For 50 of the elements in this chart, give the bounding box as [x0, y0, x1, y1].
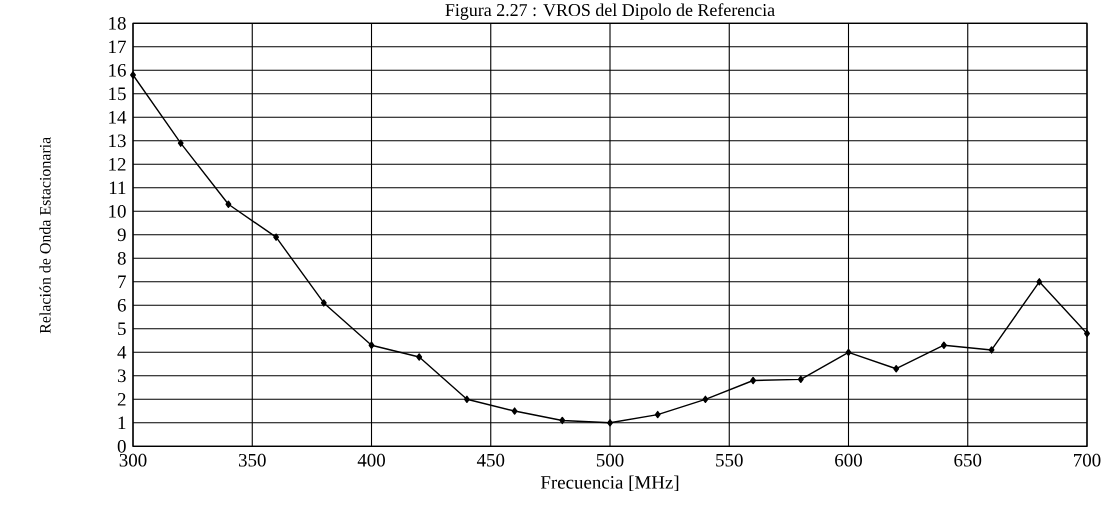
y-tick-label: 12 [109, 157, 126, 171]
y-tick-label: 2 [117, 392, 126, 406]
chart-title: Figura 2.27 : VROS del Dipolo de Referencia [445, 3, 775, 20]
point [463, 395, 470, 403]
point [368, 341, 375, 349]
y-tick-label: 7 [118, 275, 126, 288]
x-tick-label: 650 [954, 453, 982, 467]
y-tick-label: 5 [118, 322, 126, 335]
y-tick-label: 17 [109, 40, 126, 53]
point [988, 346, 995, 354]
y-tick-label: 6 [117, 298, 126, 312]
y-tick-label: 0 [117, 439, 126, 453]
point [702, 395, 709, 403]
y-tick-label: 13 [109, 134, 126, 148]
y-tick-label: 14 [109, 110, 127, 124]
x-tick-label: 700 [1074, 453, 1101, 467]
x-axis-title: Frecuencia [MHz] [540, 475, 679, 491]
y-tick-label: 11 [109, 181, 126, 194]
x-tick-label: 450 [476, 453, 505, 467]
point [750, 376, 757, 385]
point [177, 139, 184, 147]
point [940, 341, 947, 349]
point [797, 375, 804, 383]
y-tick-label: 3 [117, 369, 126, 383]
point [893, 364, 900, 373]
y-tick-label: 8 [117, 251, 126, 265]
y-tick-label: 1 [118, 416, 126, 429]
point [654, 410, 661, 419]
y-tick-label: 9 [117, 228, 126, 242]
x-tick-label: 300 [119, 453, 147, 467]
point [559, 416, 566, 424]
point [320, 299, 327, 307]
x-tick-label: 500 [596, 453, 624, 467]
x-tick-label: 600 [835, 453, 862, 467]
point [416, 353, 423, 361]
y-axis-title: Relación de Onda Estacionaria [39, 136, 51, 334]
y-tick-label: 18 [109, 16, 126, 30]
point [130, 71, 136, 79]
y-tick-label: 10 [109, 204, 126, 218]
point [511, 407, 518, 415]
point [1036, 277, 1043, 286]
point [225, 200, 232, 208]
point [273, 233, 280, 241]
x-tick-label: 550 [716, 453, 743, 467]
x-tick-label: 400 [357, 453, 385, 467]
x-tick-label: 350 [238, 453, 266, 467]
point [845, 348, 852, 356]
y-tick-label: 4 [117, 345, 127, 359]
y-tick-label: 16 [109, 63, 126, 77]
y-tick-label: 15 [109, 87, 126, 101]
